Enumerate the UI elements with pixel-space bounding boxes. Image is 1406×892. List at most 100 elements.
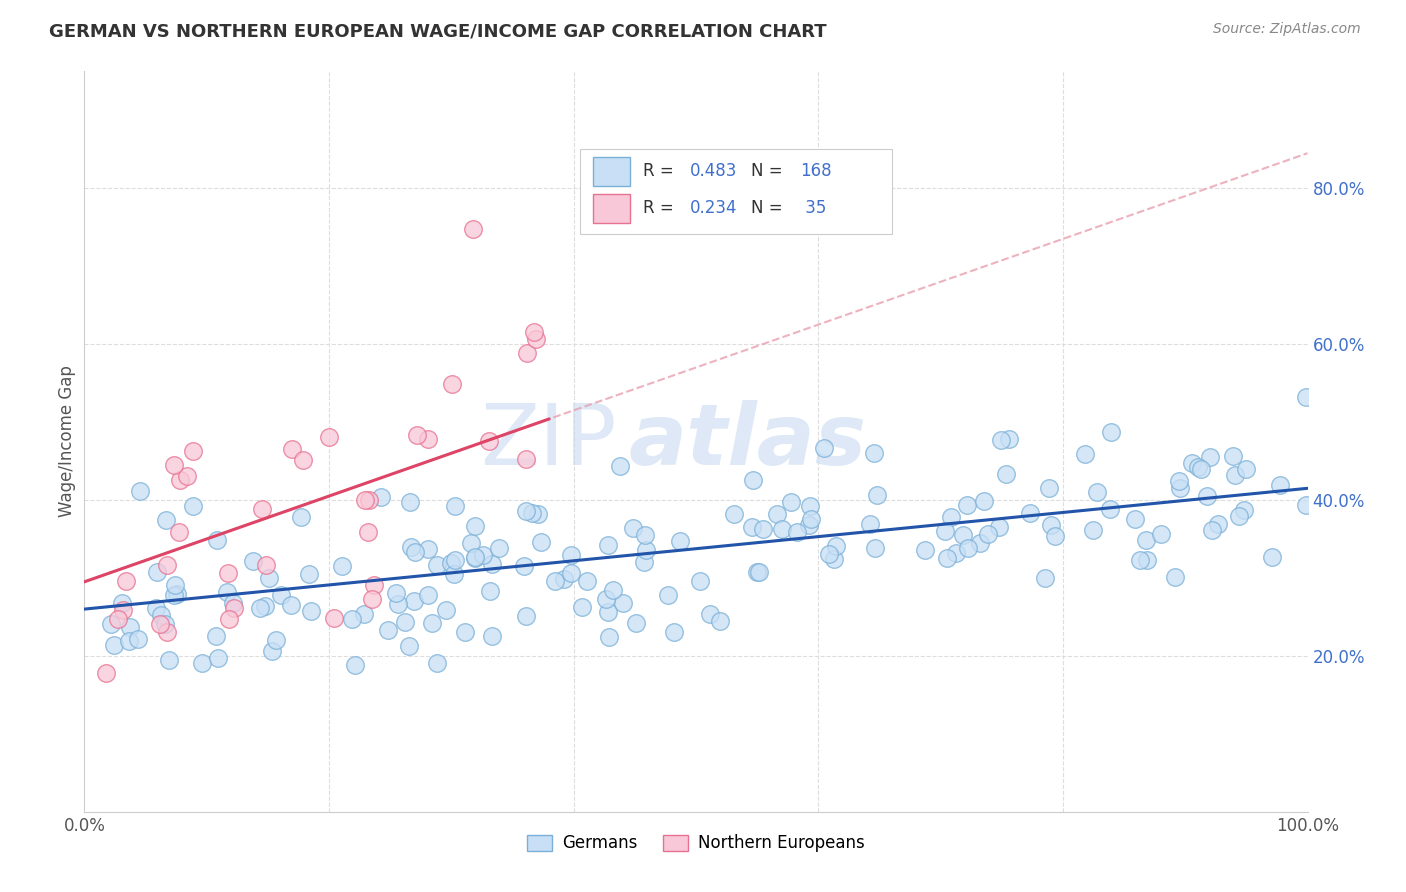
Point — [1081, 523, 1104, 537]
Point — [149, 617, 172, 632]
Point — [181, 499, 204, 513]
Point — [488, 541, 510, 555]
Point — [344, 657, 367, 672]
Point — [120, 620, 142, 634]
Point — [1206, 516, 1229, 531]
Point — [280, 599, 302, 613]
Point — [426, 558, 449, 572]
Point — [560, 548, 582, 562]
Point — [1038, 481, 1060, 495]
Point — [440, 556, 463, 570]
Point — [939, 509, 962, 524]
Point — [153, 617, 176, 632]
Point — [115, 574, 138, 588]
Point — [523, 326, 546, 340]
Point — [252, 502, 274, 516]
Point — [1085, 485, 1108, 500]
Point — [1019, 506, 1042, 520]
Point — [215, 585, 238, 599]
Point — [463, 222, 485, 236]
Point — [1098, 502, 1121, 516]
Point — [270, 588, 292, 602]
Point — [420, 615, 443, 630]
Y-axis label: Wage/Income Gap: Wage/Income Gap — [58, 366, 76, 517]
FancyBboxPatch shape — [579, 149, 891, 235]
Point — [404, 545, 426, 559]
Point — [1223, 468, 1246, 483]
Point — [914, 543, 936, 558]
Point — [1135, 533, 1157, 547]
Point — [560, 566, 582, 580]
Point — [145, 601, 167, 615]
Point — [823, 552, 845, 566]
Point — [633, 555, 655, 569]
Point — [356, 525, 378, 540]
Point — [1123, 512, 1146, 526]
Point — [181, 443, 204, 458]
Point — [218, 612, 240, 626]
Point — [741, 520, 763, 534]
Point — [444, 499, 467, 513]
Point — [634, 543, 657, 558]
Point — [111, 603, 134, 617]
Point — [598, 630, 620, 644]
Point — [799, 499, 821, 513]
Point — [156, 625, 179, 640]
Point — [207, 651, 229, 665]
Point — [956, 541, 979, 555]
Point — [934, 524, 956, 538]
Point — [290, 509, 312, 524]
Point — [1168, 481, 1191, 495]
Text: 0.483: 0.483 — [690, 162, 737, 180]
Point — [281, 442, 304, 456]
Point — [394, 615, 416, 630]
Point — [416, 588, 439, 602]
Point — [1233, 502, 1256, 516]
Point — [454, 625, 477, 640]
Point — [515, 452, 537, 467]
Point — [166, 587, 188, 601]
Point — [952, 528, 974, 542]
Point — [859, 516, 882, 531]
Point — [1129, 553, 1152, 567]
FancyBboxPatch shape — [593, 156, 630, 186]
Point — [149, 607, 172, 622]
Point — [191, 656, 214, 670]
Point — [416, 541, 439, 556]
Point — [323, 610, 346, 624]
Point — [298, 566, 321, 581]
Text: R =: R = — [644, 162, 679, 180]
Point — [100, 616, 122, 631]
Point — [571, 600, 593, 615]
Point — [443, 567, 465, 582]
Point — [398, 639, 420, 653]
Point — [657, 588, 679, 602]
Point — [998, 432, 1021, 446]
Point — [481, 629, 503, 643]
Point — [602, 583, 624, 598]
Text: ZIP: ZIP — [479, 400, 616, 483]
Point — [94, 665, 117, 680]
Point — [1260, 550, 1282, 565]
Point — [340, 612, 363, 626]
Point — [360, 591, 382, 606]
Point — [1227, 509, 1250, 524]
Point — [111, 597, 134, 611]
Point — [1222, 449, 1244, 463]
Point — [745, 565, 768, 579]
Point — [155, 512, 177, 526]
Point — [515, 608, 537, 623]
Point — [779, 494, 801, 508]
Point — [1167, 475, 1189, 489]
Point — [249, 601, 271, 615]
Point — [825, 539, 848, 553]
Point — [242, 554, 264, 568]
Point — [264, 632, 287, 647]
Point — [478, 434, 501, 448]
Point — [742, 473, 765, 487]
Point — [363, 578, 385, 592]
Point — [800, 511, 823, 525]
Text: atlas: atlas — [628, 400, 868, 483]
Point — [318, 430, 340, 444]
Point — [863, 446, 886, 460]
